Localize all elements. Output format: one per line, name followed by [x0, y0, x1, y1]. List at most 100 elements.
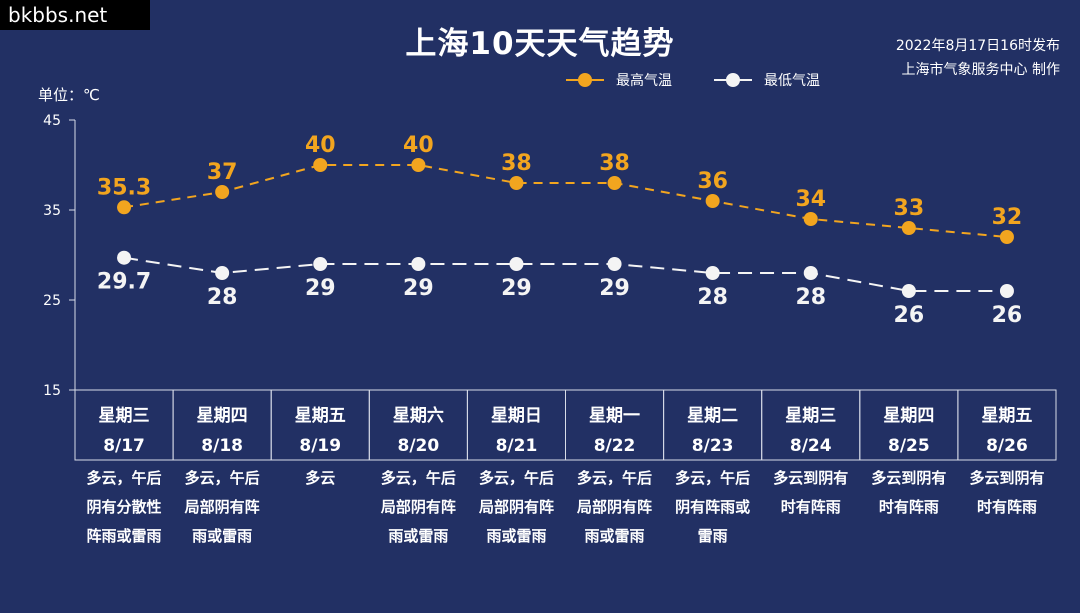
low-temp-point	[999, 284, 1014, 298]
high-temp-line	[123, 164, 1008, 238]
high-temp-label: 40	[305, 133, 336, 158]
low-temp-point	[901, 284, 916, 298]
watermark: bkbbs.net	[0, 0, 150, 30]
high-temp-point	[901, 221, 916, 235]
legend-swatch-marker	[726, 73, 740, 87]
legend-label: 最低气温	[764, 73, 820, 89]
weather-condition-line: 多云到阴有	[773, 469, 848, 487]
weather-condition-line: 多云到阴有	[969, 469, 1044, 487]
chart-title: 上海10天天气趋势	[405, 26, 675, 62]
high-temp-label: 35.3	[97, 175, 151, 200]
weather-condition-line: 多云，午后	[479, 469, 554, 487]
high-temp-point	[803, 212, 818, 226]
date-label: 8/24	[790, 436, 832, 456]
weather-condition-line: 多云，午后	[675, 469, 750, 487]
low-temp-line	[123, 256, 1007, 292]
high-temp-point	[215, 185, 230, 199]
low-temp-label: 26	[992, 303, 1023, 328]
publish-info: 2022年8月17日16时发布 上海市气象服务中心 制作	[896, 34, 1060, 82]
high-temp-label: 33	[894, 196, 925, 221]
weather-condition-line: 阵雨或雷雨	[87, 527, 162, 545]
low-temp-point	[705, 266, 720, 280]
low-temp-point	[313, 257, 328, 271]
high-temp-point	[313, 158, 328, 172]
weekday-label: 星期五	[295, 406, 346, 426]
date-label: 8/21	[496, 436, 538, 456]
high-temp-point	[607, 176, 622, 190]
high-temp-label: 40	[403, 133, 434, 158]
weather-condition-line: 多云，午后	[381, 469, 456, 487]
unit-label: 单位：℃	[38, 86, 100, 104]
low-temp-point	[215, 266, 230, 280]
weather-condition-line: 多云到阴有	[871, 469, 946, 487]
date-label: 8/25	[888, 436, 930, 456]
low-temp-point	[607, 257, 622, 271]
weather-condition-line: 雨或雷雨	[388, 527, 448, 545]
weekday-label: 星期三	[785, 406, 836, 426]
y-tick-label: 35	[43, 203, 61, 219]
weather-condition-line: 时有阵雨	[781, 498, 841, 516]
high-temp-label: 38	[501, 151, 532, 176]
weather-condition-line: 雷雨	[698, 527, 728, 545]
y-tick-label: 25	[43, 293, 61, 309]
high-temp-point	[117, 200, 132, 215]
weather-condition-line: 多云	[305, 469, 335, 487]
date-label: 8/20	[397, 436, 439, 456]
weather-condition-line: 时有阵雨	[977, 498, 1037, 516]
date-label: 8/19	[299, 436, 341, 456]
date-label: 8/23	[692, 436, 734, 456]
low-temp-label: 29	[599, 276, 630, 301]
weather-condition-line: 雨或雷雨	[486, 527, 546, 545]
date-label: 8/18	[201, 436, 243, 456]
high-temp-point	[999, 230, 1014, 244]
high-temp-point	[705, 194, 720, 208]
high-temp-point	[411, 158, 426, 172]
high-temp-label: 37	[207, 160, 238, 185]
legend-swatch-marker	[578, 73, 592, 87]
low-temp-point	[803, 266, 818, 280]
weather-condition-line: 多云，午后	[87, 469, 162, 487]
weekday-label: 星期六	[393, 405, 444, 426]
weekday-label: 星期三	[99, 406, 150, 426]
high-temp-label: 36	[697, 169, 728, 194]
weekday-label: 星期四	[197, 406, 248, 426]
weather-condition-line: 阴有阵雨或	[675, 498, 750, 516]
weather-condition-line: 阴有分散性	[87, 498, 162, 516]
weekday-label: 星期一	[589, 406, 640, 426]
y-tick-label: 45	[43, 113, 61, 129]
weekday-label: 星期五	[981, 406, 1032, 426]
low-temp-label: 28	[795, 285, 826, 310]
low-temp-point	[117, 250, 132, 265]
weather-condition-line: 局部阴有阵	[576, 498, 652, 516]
weather-condition-line: 雨或雷雨	[585, 527, 645, 545]
low-temp-point	[509, 257, 524, 271]
legend-label: 最高气温	[616, 72, 672, 89]
low-temp-label: 29	[305, 276, 336, 301]
low-temp-label: 28	[697, 285, 728, 310]
date-label: 8/22	[594, 436, 636, 456]
high-temp-label: 34	[795, 187, 826, 212]
weather-condition-line: 局部阴有阵	[380, 498, 456, 516]
high-temp-label: 32	[992, 205, 1023, 230]
weather-condition-line: 局部阴有阵	[184, 498, 260, 516]
low-temp-label: 28	[207, 285, 238, 310]
low-temp-label: 29	[501, 276, 532, 301]
y-tick-label: 15	[43, 383, 61, 399]
day-cell	[957, 389, 1057, 461]
date-label: 8/26	[986, 436, 1028, 456]
publish-time: 2022年8月17日16时发布	[895, 38, 1060, 54]
low-temp-label: 26	[894, 303, 925, 328]
low-temp-label: 29.7	[97, 270, 151, 295]
low-temp-label: 29	[403, 276, 434, 301]
weather-condition-line: 局部阴有阵	[478, 498, 554, 516]
weekday-label: 星期二	[687, 406, 738, 426]
weather-condition-line: 雨或雷雨	[192, 527, 252, 545]
high-temp-point	[509, 176, 524, 190]
low-temp-point	[411, 257, 426, 271]
weekday-label: 星期四	[883, 406, 934, 426]
high-temp-label: 38	[599, 151, 630, 176]
weekday-label: 星期日	[491, 406, 542, 426]
producer: 上海市气象服务中心 制作	[901, 62, 1060, 78]
weather-condition-line: 多云，午后	[185, 469, 260, 487]
